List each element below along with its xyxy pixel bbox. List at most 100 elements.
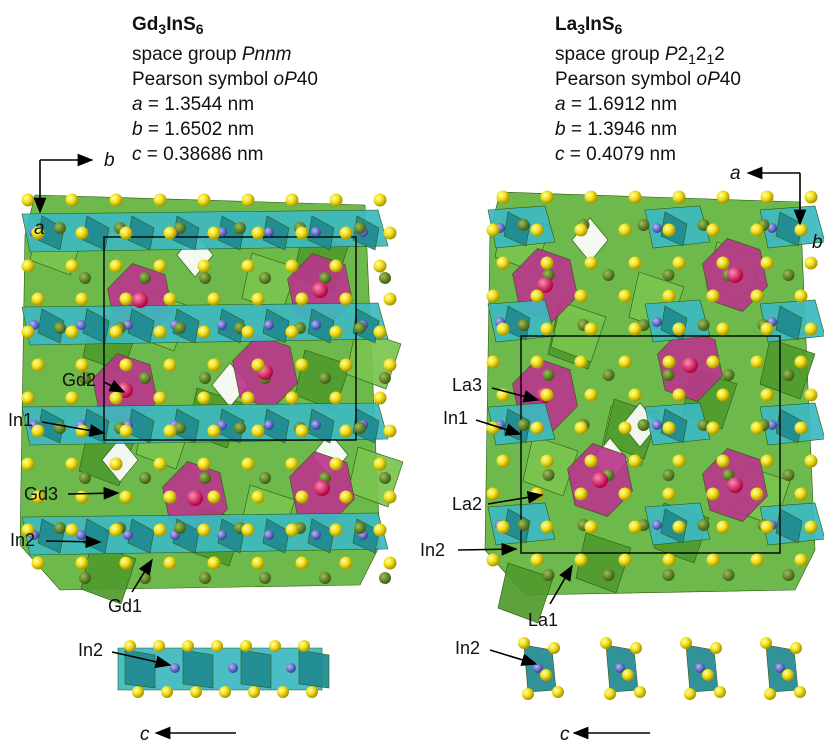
- sulfur-atom: [805, 191, 818, 204]
- sulfur-atom: [585, 455, 598, 468]
- sulfur-atom: [541, 191, 554, 204]
- sulfur-atom: [330, 326, 343, 339]
- text-segment: InS: [166, 14, 196, 35]
- rare-earth-atom: [199, 372, 211, 384]
- sulfur-atom: [622, 669, 634, 681]
- text-segment: 40: [720, 69, 741, 90]
- sulfur-atom: [805, 257, 818, 270]
- atom-label: La1: [528, 610, 558, 630]
- header-line: La3InS6: [555, 14, 623, 37]
- rare-earth-atom: [727, 477, 743, 493]
- sulfur-atom: [330, 260, 343, 273]
- sulfur-atom: [298, 640, 310, 652]
- sulfur-atom: [154, 524, 167, 537]
- sulfur-atom: [663, 554, 676, 567]
- atom-label: In1: [8, 410, 33, 430]
- sulfur-atom: [805, 455, 818, 468]
- sulfur-atom: [286, 326, 299, 339]
- sulfur-atom: [32, 359, 45, 372]
- sulfur-atom: [124, 640, 136, 652]
- sulfur-atom: [76, 491, 89, 504]
- sulfur-atom: [751, 488, 764, 501]
- sulfur-atom: [673, 455, 686, 468]
- sulfur-atom: [198, 326, 211, 339]
- in-atom: [652, 317, 662, 327]
- sulfur-atom: [384, 557, 397, 570]
- sulfur-atom: [120, 293, 133, 306]
- sulfur-atom: [585, 521, 598, 534]
- rare-earth-atom: [139, 272, 151, 284]
- sulfur-atom: [22, 194, 35, 207]
- rare-earth-atom: [663, 269, 675, 281]
- rare-earth-atom: [518, 319, 530, 331]
- sulfur-atom: [673, 521, 686, 534]
- sulfur-atom: [120, 227, 133, 240]
- sulfur-atom: [208, 491, 221, 504]
- rare-earth-atom: [79, 272, 91, 284]
- rare-earth-atom: [174, 522, 186, 534]
- sulfur-atom: [252, 491, 265, 504]
- axis-label: c: [140, 724, 150, 745]
- header-line: c = 0.38686 nm: [132, 144, 264, 165]
- sulfur-atom: [242, 392, 255, 405]
- chain-label: In2: [78, 640, 103, 660]
- rare-earth-atom: [543, 569, 555, 581]
- sulfur-atom: [541, 389, 554, 402]
- atom-label: Gd3: [24, 484, 58, 504]
- sulfur-atom: [154, 392, 167, 405]
- sulfur-atom: [575, 488, 588, 501]
- rare-earth-atom: [783, 369, 795, 381]
- sulfur-atom: [296, 491, 309, 504]
- sulfur-atom: [541, 521, 554, 534]
- sulfur-atom: [795, 356, 808, 369]
- text-segment: a: [132, 94, 143, 115]
- in-atom: [311, 227, 321, 237]
- rare-earth-atom: [783, 269, 795, 281]
- sulfur-atom: [110, 326, 123, 339]
- header-line: space group P21212: [555, 44, 725, 67]
- atom-label: In2: [420, 540, 445, 560]
- sulfur-atom: [629, 323, 642, 336]
- axis-label: b: [812, 232, 823, 253]
- sulfur-atom: [374, 524, 387, 537]
- sulfur-atom: [714, 686, 726, 698]
- sulfur-atom: [154, 260, 167, 273]
- text-segment: oP: [274, 69, 298, 90]
- rare-earth-atom: [379, 572, 391, 584]
- sulfur-atom: [330, 524, 343, 537]
- sulfur-atom: [374, 260, 387, 273]
- sulfur-atom: [286, 458, 299, 471]
- rare-earth-atom: [79, 572, 91, 584]
- header-line: Pearson symbol oP40: [555, 69, 741, 90]
- sulfur-atom: [518, 637, 530, 649]
- sulfur-atom: [761, 257, 774, 270]
- sulfur-atom: [240, 640, 252, 652]
- sulfur-atom: [242, 458, 255, 471]
- sulfur-atom: [286, 524, 299, 537]
- sulfur-atom: [629, 389, 642, 402]
- rare-earth-atom: [234, 422, 246, 434]
- sulfur-atom: [585, 257, 598, 270]
- sulfur-atom: [619, 356, 632, 369]
- sulfur-atom: [110, 194, 123, 207]
- header-line: Pearson symbol oP40: [132, 69, 318, 90]
- text-segment: 6: [196, 21, 204, 37]
- sulfur-atom: [182, 640, 194, 652]
- sulfur-atom: [110, 392, 123, 405]
- in-atom: [264, 320, 274, 330]
- sulfur-atom: [619, 224, 632, 237]
- sulfur-atom: [663, 422, 676, 435]
- sulfur-atom: [717, 389, 730, 402]
- sulfur-atom: [66, 392, 79, 405]
- atom-label: La3: [452, 375, 482, 395]
- sulfur-atom: [575, 290, 588, 303]
- sulfur-atom: [487, 356, 500, 369]
- header-right: La3InS6 space group P21212Pearson symbol …: [555, 14, 741, 165]
- rare-earth-atom: [234, 222, 246, 234]
- sulfur-atom: [673, 323, 686, 336]
- rare-earth-atom: [354, 422, 366, 434]
- rare-earth-atom: [723, 569, 735, 581]
- text-segment: 1: [707, 51, 715, 67]
- sulfur-atom: [751, 224, 764, 237]
- in-atom: [264, 420, 274, 430]
